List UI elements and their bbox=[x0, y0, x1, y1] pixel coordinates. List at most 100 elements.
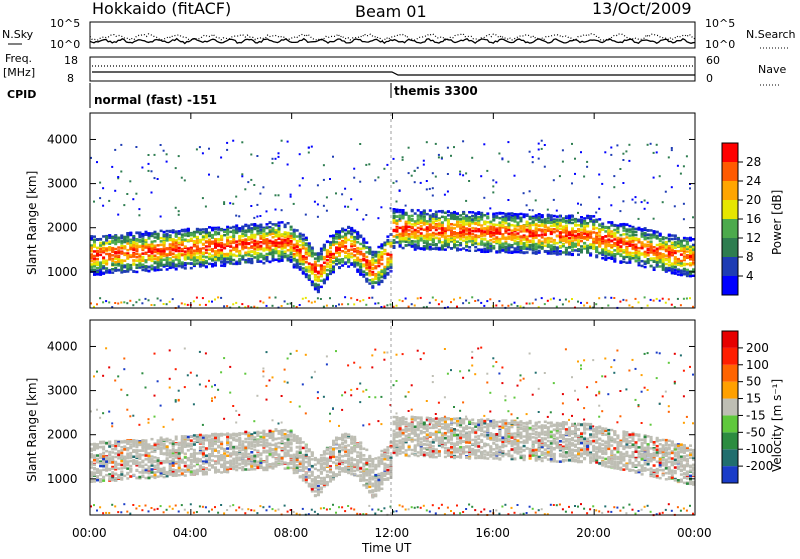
heatmap-cell bbox=[217, 252, 220, 255]
heatmap-cell bbox=[501, 243, 504, 246]
heatmap-cell bbox=[680, 244, 683, 247]
heatmap-cell bbox=[259, 225, 262, 228]
heatmap-cell bbox=[278, 238, 281, 241]
heatmap-cell bbox=[129, 232, 132, 235]
heatmap-cell bbox=[580, 151, 582, 153]
heatmap-cell bbox=[507, 305, 509, 307]
heatmap-cell bbox=[417, 222, 420, 225]
heatmap-cell bbox=[586, 251, 589, 254]
heatmap-cell bbox=[235, 245, 238, 248]
heatmap-cell bbox=[99, 197, 101, 199]
heatmap-cell bbox=[423, 222, 426, 225]
heatmap-cell bbox=[511, 224, 514, 227]
heatmap-cell bbox=[501, 237, 504, 240]
heatmap-cell bbox=[589, 220, 592, 223]
heatmap-cell bbox=[616, 247, 619, 250]
heatmap-cell bbox=[465, 228, 468, 231]
heatmap-cell bbox=[356, 241, 359, 244]
heatmap-cell bbox=[163, 231, 166, 234]
heatmap-cell bbox=[529, 151, 531, 153]
heatmap-cell bbox=[235, 262, 238, 265]
heatmap-cell bbox=[244, 188, 246, 190]
heatmap-cell bbox=[347, 226, 350, 229]
heatmap-cell bbox=[514, 237, 517, 240]
heatmap-cell bbox=[269, 222, 272, 225]
heatmap-cell bbox=[359, 266, 362, 269]
heatmap-cell bbox=[517, 228, 520, 231]
heatmap-cell bbox=[383, 306, 385, 308]
heatmap-cell bbox=[269, 297, 271, 299]
heatmap-cell bbox=[486, 227, 489, 230]
heatmap-cell bbox=[269, 233, 272, 236]
heatmap-cell bbox=[438, 237, 441, 240]
heatmap-cell bbox=[223, 234, 226, 237]
heatmap-cell bbox=[96, 262, 99, 265]
heatmap-cell bbox=[414, 181, 416, 183]
heatmap-cell bbox=[580, 245, 583, 248]
heatmap-cell bbox=[562, 161, 564, 163]
heatmap-cell bbox=[214, 299, 216, 301]
heatmap-cell bbox=[347, 265, 350, 268]
heatmap-cell bbox=[456, 232, 459, 235]
heatmap-cell bbox=[532, 248, 535, 251]
heatmap-cell bbox=[402, 211, 405, 214]
heatmap-cell bbox=[323, 244, 326, 247]
heatmap-cell bbox=[393, 182, 395, 184]
heatmap-cell bbox=[438, 154, 440, 156]
heatmap-cell bbox=[332, 237, 335, 240]
heatmap-cell bbox=[305, 258, 308, 261]
heatmap-cell bbox=[462, 220, 465, 223]
heatmap-cell bbox=[163, 150, 165, 152]
heatmap-cell bbox=[293, 230, 296, 233]
heatmap-cell bbox=[145, 253, 148, 256]
heatmap-cell bbox=[93, 269, 96, 272]
heatmap-cell bbox=[492, 219, 495, 222]
heatmap-cell bbox=[344, 241, 347, 244]
heatmap-cell bbox=[226, 253, 229, 256]
heatmap-cell bbox=[589, 216, 592, 219]
heatmap-cell bbox=[235, 227, 238, 230]
heatmap-cell bbox=[193, 250, 196, 253]
heatmap-cell bbox=[565, 232, 568, 235]
heatmap-cell bbox=[329, 266, 332, 269]
heatmap-cell bbox=[559, 245, 562, 248]
heatmap-cell bbox=[105, 253, 108, 256]
heatmap-cell bbox=[444, 219, 447, 222]
heatmap-cell bbox=[93, 273, 96, 276]
heatmap-cell bbox=[311, 146, 313, 148]
heatmap-cell bbox=[320, 275, 323, 278]
heatmap-cell bbox=[359, 273, 362, 276]
heatmap-cell bbox=[326, 255, 329, 257]
heatmap-cell bbox=[151, 245, 154, 248]
heatmap-cell bbox=[320, 271, 323, 274]
heatmap-cell bbox=[266, 223, 269, 226]
heatmap-cell bbox=[480, 251, 483, 254]
heatmap-cell bbox=[247, 236, 250, 239]
heatmap-cell bbox=[625, 247, 628, 250]
heatmap-cell bbox=[371, 285, 374, 288]
heatmap-cell bbox=[108, 249, 111, 252]
heatmap-cell bbox=[495, 224, 498, 227]
heatmap-cell bbox=[610, 204, 612, 206]
heatmap-cell bbox=[635, 260, 638, 263]
heatmap-cell bbox=[123, 270, 126, 273]
heatmap-cell bbox=[632, 199, 634, 201]
heatmap-cell bbox=[595, 212, 597, 214]
heatmap-cell bbox=[160, 230, 163, 233]
heatmap-cell bbox=[635, 298, 637, 300]
heatmap-cell bbox=[396, 227, 399, 230]
heatmap-cell bbox=[305, 270, 308, 273]
colorbar-tick-label: 16 bbox=[746, 212, 761, 226]
heatmap-cell bbox=[613, 238, 616, 241]
heatmap-cell bbox=[371, 273, 374, 276]
heatmap-cell bbox=[686, 246, 689, 249]
heatmap-cell bbox=[380, 206, 382, 208]
heatmap-cell bbox=[329, 241, 332, 244]
heatmap-cell bbox=[132, 249, 135, 252]
heatmap-cell bbox=[523, 244, 526, 247]
heatmap-cell bbox=[175, 230, 178, 233]
heatmap-cell bbox=[532, 209, 534, 211]
heatmap-cell bbox=[580, 302, 582, 304]
heatmap-cell bbox=[296, 246, 299, 249]
heatmap-cell bbox=[184, 179, 186, 181]
